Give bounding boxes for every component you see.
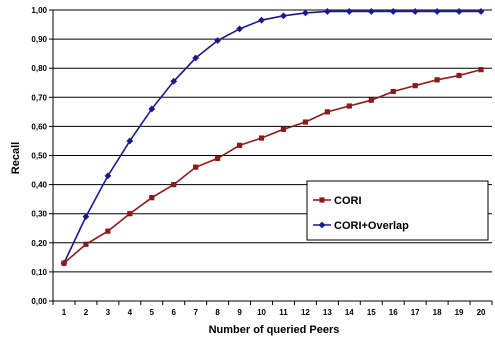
x-axis-ticks: 1 2 3 4 5 6 7 8 9 10 11 12 13 14 15 16 17 18 19 20 [52, 301, 493, 317]
data-point-cori [149, 195, 155, 201]
legend: CORI CORI+Overlap [306, 180, 489, 241]
data-point-cori [434, 77, 440, 83]
data-point-cori [105, 228, 111, 234]
data-point-cori-overlap [302, 9, 309, 17]
data-point-cori [302, 119, 309, 125]
x-tick-label: 5 [150, 308, 155, 317]
data-point-cori [258, 135, 265, 141]
y-tick-label: 0,40 [31, 181, 47, 190]
data-point-cori-overlap [455, 8, 463, 15]
x-tick-label: 9 [237, 308, 242, 317]
data-point-cori-overlap [367, 8, 375, 15]
grid-lines [53, 9, 492, 273]
x-tick-label: 18 [433, 308, 442, 317]
y-tick-label: 0,00 [31, 297, 47, 306]
y-tick-label: 0,20 [31, 239, 47, 248]
x-tick-label: 13 [323, 308, 332, 317]
data-point-cori [478, 67, 484, 73]
x-tick-label: 10 [257, 308, 266, 317]
legend-marker-cori [319, 197, 325, 203]
data-point-cori [61, 260, 67, 266]
data-point-cori [236, 142, 243, 148]
data-point-cori [368, 97, 374, 103]
x-tick-label: 1 [62, 308, 67, 317]
series-cori-overlap [60, 8, 485, 267]
data-point-cori-overlap [126, 137, 134, 145]
data-point-cori-overlap [345, 8, 353, 15]
x-tick-label: 7 [193, 308, 198, 317]
data-point-cori [83, 241, 89, 247]
x-tick-label: 6 [171, 308, 176, 317]
legend-box [306, 180, 489, 241]
data-point-cori-overlap [323, 8, 331, 15]
data-point-cori [412, 83, 418, 89]
x-tick-label: 2 [84, 308, 89, 317]
series-line-cori-overlap [63, 10, 482, 264]
data-point-cori-overlap [389, 8, 397, 15]
y-tick-label: 0,90 [31, 35, 47, 44]
data-point-cori [390, 88, 396, 95]
x-tick-label: 16 [389, 308, 398, 317]
data-point-cori [215, 155, 221, 162]
data-point-cori-overlap [236, 25, 243, 33]
x-tick-label: 19 [455, 308, 464, 317]
data-point-cori [193, 164, 199, 170]
axes [52, 10, 492, 302]
y-tick-label: 0,80 [31, 64, 47, 73]
data-point-cori-overlap [214, 37, 222, 44]
series-cori [61, 67, 484, 266]
y-tick-label: 0,50 [31, 152, 47, 161]
data-point-cori-overlap [433, 8, 441, 15]
x-tick-label: 4 [128, 308, 133, 317]
data-point-cori-overlap [258, 16, 265, 24]
data-point-cori [346, 103, 352, 109]
data-point-cori [280, 126, 287, 132]
series-layer [60, 8, 485, 267]
legend-label-cori: CORI [334, 195, 362, 207]
data-point-cori [127, 211, 133, 217]
x-tick-label: 20 [477, 308, 486, 317]
y-tick-label: 0,70 [31, 93, 47, 102]
data-point-cori-overlap [170, 77, 178, 85]
data-point-cori [456, 72, 462, 79]
x-tick-label: 14 [345, 308, 354, 317]
data-point-cori-overlap [104, 172, 112, 180]
series-line-cori [63, 68, 482, 264]
legend-marker-cori-overlap [318, 221, 326, 229]
y-axis-title: Recall [10, 142, 22, 174]
y-tick-label: 1,00 [31, 6, 47, 15]
y-tick-label: 0,30 [31, 210, 47, 219]
data-point-cori [324, 109, 330, 115]
data-point-cori-overlap [82, 213, 90, 221]
x-tick-label: 8 [215, 308, 220, 317]
legend-label-cori-overlap: CORI+Overlap [334, 220, 409, 232]
data-point-cori-overlap [411, 8, 419, 15]
y-tick-label: 0,60 [31, 122, 47, 131]
x-tick-label: 3 [106, 308, 111, 317]
x-tick-label: 17 [411, 308, 420, 317]
data-point-cori-overlap [148, 105, 156, 113]
x-axis-title: Number of queried Peers [209, 324, 340, 336]
x-tick-label: 15 [367, 308, 376, 317]
y-tick-label: 0,10 [31, 268, 47, 277]
data-point-cori-overlap [477, 8, 485, 15]
x-tick-label: 11 [279, 308, 288, 317]
data-point-cori-overlap [280, 12, 287, 20]
data-point-cori-overlap [192, 54, 200, 62]
x-tick-label: 12 [301, 308, 310, 317]
y-axis-ticks: 0,00 0,10 0,20 0,30 0,40 0,50 0,60 0,70 0,80 0,90… [31, 6, 53, 306]
data-point-cori [171, 182, 177, 188]
